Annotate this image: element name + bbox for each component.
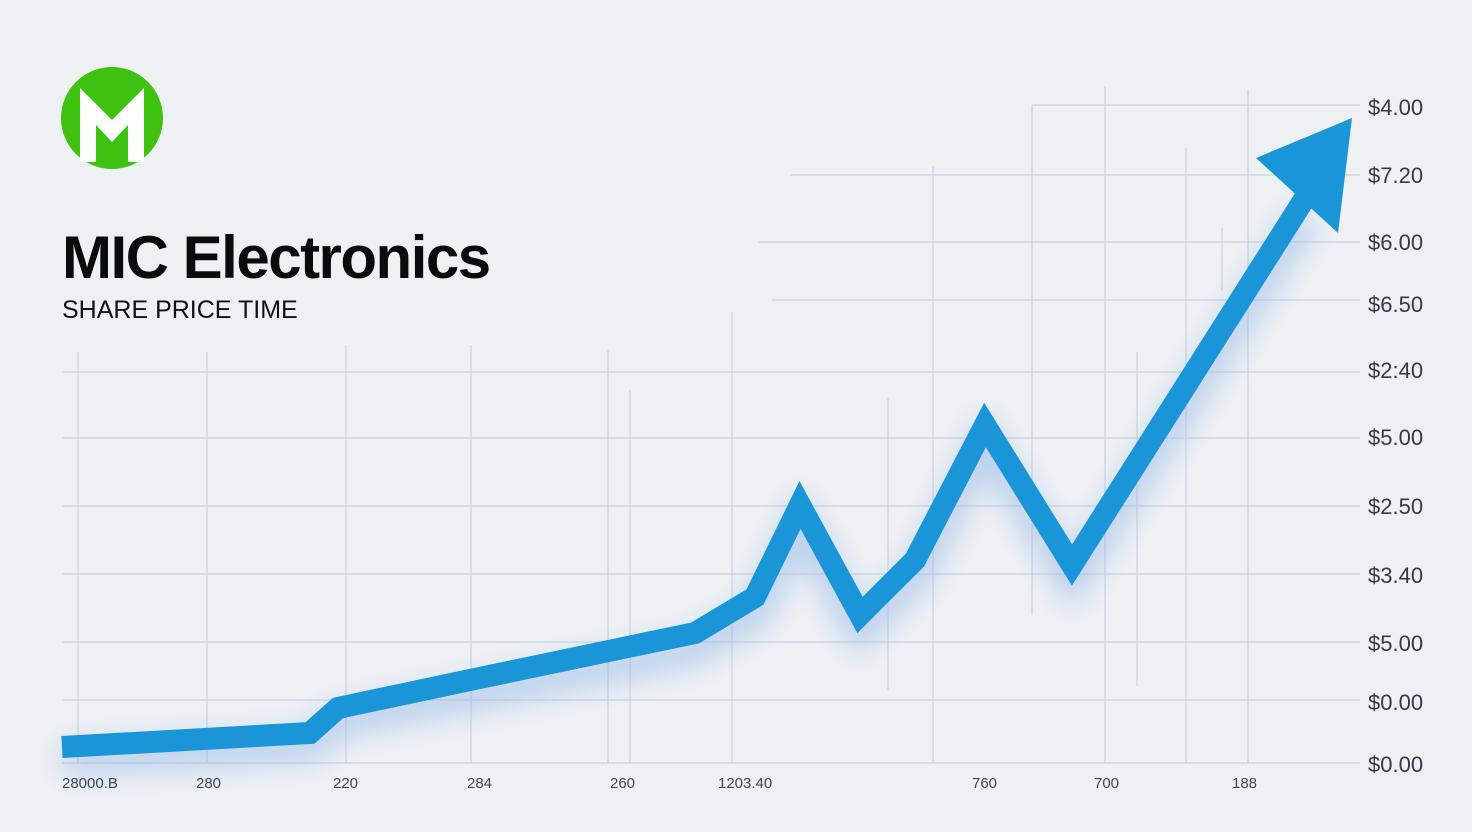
x-axis-label: 760 <box>972 775 997 792</box>
y-axis-label: $7.20 <box>1368 163 1423 188</box>
x-axis-label: 188 <box>1232 775 1257 792</box>
x-axis-label: 220 <box>333 775 358 792</box>
y-axis-label: $0.00 <box>1368 690 1423 715</box>
logo <box>61 67 163 169</box>
brand-name: MIC Electronics <box>62 224 490 291</box>
x-axis-label: 700 <box>1094 775 1119 792</box>
x-axis-label: 284 <box>467 775 492 792</box>
y-axis-label: $2:40 <box>1368 358 1423 383</box>
x-axis-labels: 28000.B 280 220 284 260 1203.40 760 700 188 <box>62 775 1257 792</box>
y-axis-label: $5.00 <box>1368 631 1423 656</box>
y-axis-label: $6.50 <box>1368 292 1423 317</box>
grid <box>62 86 1360 764</box>
x-axis-label: 28000.B <box>62 775 118 792</box>
x-axis-label: 1203.40 <box>718 775 772 792</box>
brand-subtitle: SHARE PRICE TIME <box>62 296 298 324</box>
x-axis-label: 260 <box>610 775 635 792</box>
y-axis-label: $4.00 <box>1368 95 1423 120</box>
y-axis-label: $5.00 <box>1368 425 1423 450</box>
y-axis-label: $0.00 <box>1368 752 1423 777</box>
x-axis-label: 280 <box>196 775 221 792</box>
y-axis-label: $2.50 <box>1368 494 1423 519</box>
arrow-line <box>61 192 1315 758</box>
y-axis-label: $3.40 <box>1368 563 1423 588</box>
y-axis-labels: $4.00 $7.20 $6.00 $6.50 $2:40 $5.00 $2.50 $3.40… <box>1368 95 1423 777</box>
trend-arrow <box>61 118 1352 775</box>
arrow-head <box>1256 118 1352 233</box>
y-axis-label: $6.00 <box>1368 230 1423 255</box>
logo-mark-cut <box>96 140 128 162</box>
